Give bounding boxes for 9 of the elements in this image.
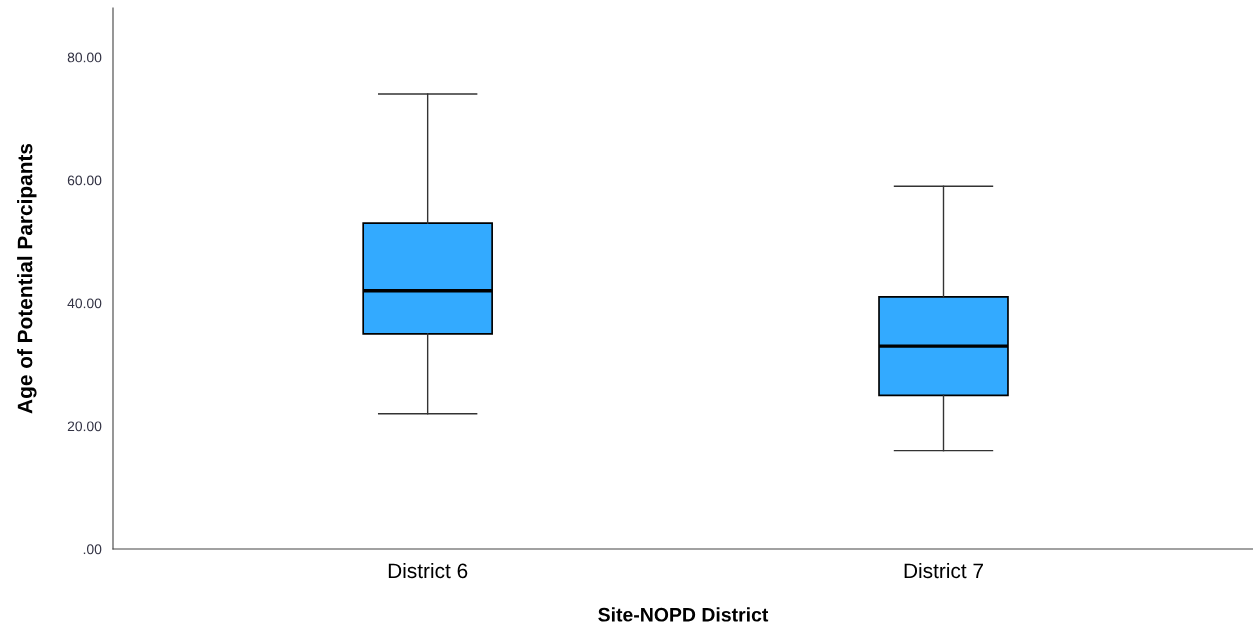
y-tick-label: 80.00 [67, 52, 102, 63]
y-tick-label: 60.00 [67, 175, 102, 186]
x-tick-label: District 6 [388, 562, 468, 579]
x-tick-label: District 7 [904, 562, 983, 579]
y-axis-title: Age of Potential Parcipants [17, 143, 37, 414]
y-tick-label: 40.00 [67, 298, 102, 309]
y-tick-label: 20.00 [67, 421, 102, 432]
y-tick-label: .00 [83, 544, 102, 555]
x-axis-title: Site-NOPD District [598, 607, 769, 622]
